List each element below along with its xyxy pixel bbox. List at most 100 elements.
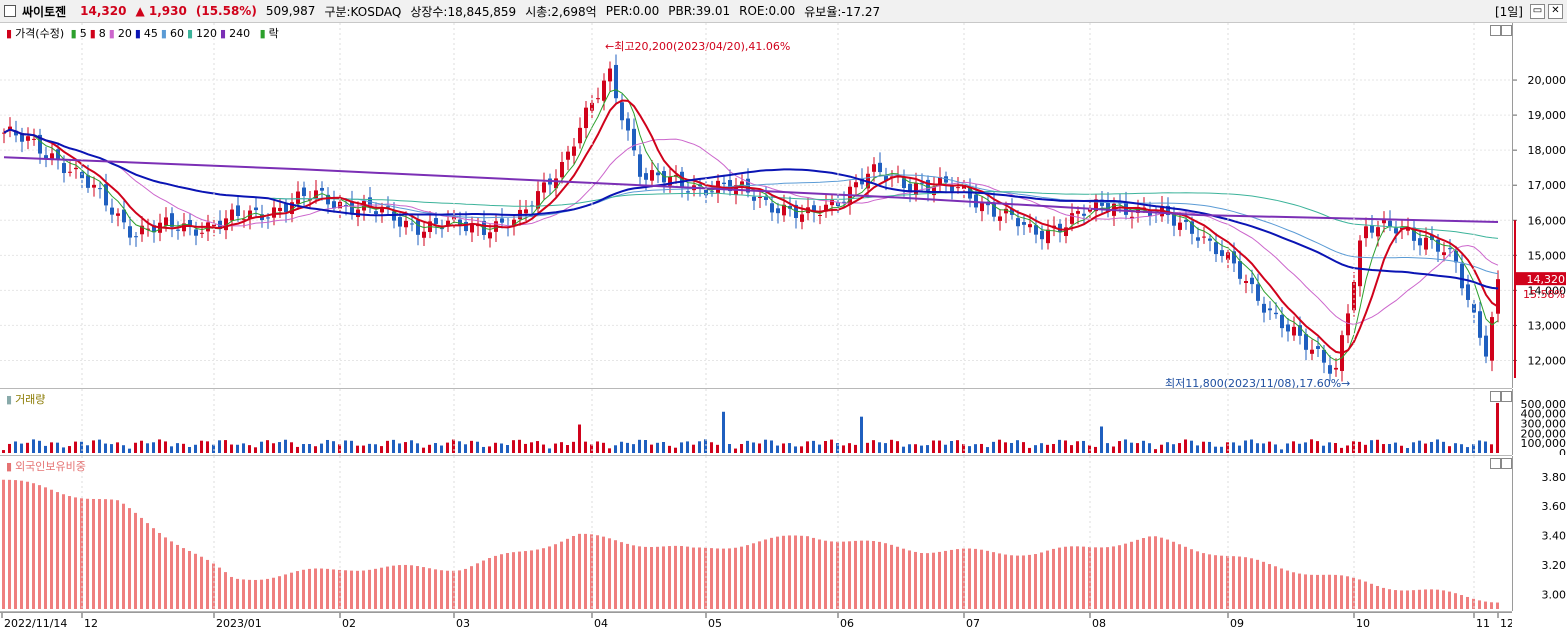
foreign-bar	[1028, 554, 1031, 609]
candle-body	[1322, 349, 1326, 363]
candle-body	[272, 207, 276, 218]
foreign-bar	[752, 543, 755, 609]
volume-bar	[1268, 441, 1271, 453]
candle-body	[536, 191, 540, 209]
volume-bar	[1478, 440, 1481, 453]
foreign-bar	[1274, 566, 1277, 609]
volume-bar	[770, 440, 773, 453]
foreign-bar	[278, 576, 281, 609]
panel-restore-icon[interactable]	[1490, 25, 1501, 36]
volume-close-icon[interactable]	[1501, 391, 1512, 402]
volume-bar	[140, 440, 143, 453]
foreign-bar	[1196, 551, 1199, 609]
candle-body	[26, 136, 30, 141]
select-checkbox[interactable]	[4, 5, 16, 17]
candle-body	[326, 194, 330, 205]
volume-bar	[1382, 444, 1385, 453]
foreign-bar	[1052, 548, 1055, 609]
volume-legend: ▮ 거래량	[6, 393, 46, 406]
candle-body	[1064, 227, 1068, 236]
volume-bar	[272, 443, 275, 453]
volume-bar	[524, 443, 527, 453]
volume-bar	[206, 441, 209, 453]
volume-bar	[170, 446, 173, 453]
last-price-label: 14,320	[1527, 273, 1566, 286]
volume-bar	[440, 445, 443, 453]
volume-bar	[1160, 444, 1163, 453]
candle-body	[50, 153, 54, 161]
period-selector[interactable]: [1일]	[1494, 5, 1523, 19]
volume-restore-icon[interactable]	[1490, 391, 1501, 402]
volume-bar	[236, 444, 239, 453]
candle-body	[290, 202, 294, 214]
minimize-icon[interactable]: ▭	[1530, 4, 1545, 19]
ma45-line	[3, 128, 1499, 290]
foreign-bar	[1232, 556, 1235, 609]
foreign-bar	[860, 540, 863, 609]
volume-bar	[1274, 444, 1277, 453]
volume-bar	[806, 441, 809, 453]
volume-bar	[878, 442, 881, 453]
date-label: 11	[1476, 617, 1490, 630]
volume-bar	[1034, 445, 1037, 453]
foreign-bar	[1316, 574, 1319, 609]
foreign-close-icon[interactable]	[1501, 458, 1512, 469]
volume-bar	[704, 439, 707, 453]
candle-body	[1496, 279, 1500, 314]
volume-bar	[362, 445, 365, 453]
price-chart-svg[interactable]: ←최고20,200(2023/04/20),41.06% 최저11,800(202…	[0, 23, 1512, 388]
foreign-bar	[656, 546, 659, 609]
volume-bar	[716, 444, 719, 453]
candle-body	[914, 182, 918, 195]
volume-bar	[1442, 441, 1445, 453]
date-label: 2022/11/14	[4, 617, 67, 630]
volume-bar	[176, 443, 179, 453]
foreign-bar	[524, 551, 527, 609]
foreign-bar	[416, 566, 419, 609]
foreign-bar	[578, 533, 581, 609]
close-icon[interactable]: ✕	[1548, 4, 1563, 19]
foreign-bar	[818, 539, 821, 609]
foreign-chart-svg[interactable]	[0, 456, 1512, 611]
foreign-bar	[1280, 568, 1283, 609]
candle-body	[266, 217, 270, 219]
foreign-bar	[1244, 557, 1247, 609]
foreign-bar	[896, 546, 899, 609]
candle-body	[650, 170, 654, 181]
volume-bar	[1280, 449, 1283, 453]
date-label: 08	[1092, 617, 1106, 630]
foreign-bar	[206, 559, 209, 609]
foreign-bar	[1076, 546, 1079, 609]
candle-body	[512, 219, 516, 226]
volume-bar	[290, 442, 293, 453]
price-tick-label: 12,000	[1528, 354, 1567, 367]
volume-bar	[812, 440, 815, 453]
volume-bar	[344, 440, 347, 453]
foreign-restore-icon[interactable]	[1490, 458, 1501, 469]
foreign-bar	[1148, 536, 1151, 609]
reserve-ratio: 유보율:-17.27	[804, 4, 881, 19]
foreign-bar	[548, 546, 551, 609]
volume-bar	[1184, 439, 1187, 453]
volume-chart-svg[interactable]	[0, 389, 1512, 455]
foreign-bar	[1412, 590, 1415, 609]
foreign-bar	[1058, 547, 1061, 609]
foreign-bar	[152, 528, 155, 609]
foreign-bar	[740, 546, 743, 609]
candle-body	[278, 207, 282, 212]
foreign-bar	[572, 535, 575, 609]
candle-body	[620, 102, 624, 121]
candle-body	[1136, 207, 1140, 213]
candle-body	[1016, 218, 1020, 227]
foreign-bar	[1400, 590, 1403, 609]
volume-bar	[302, 444, 305, 453]
panel-close-icon[interactable]	[1501, 25, 1512, 36]
foreign-bar	[410, 565, 413, 609]
foreign-bar	[1292, 572, 1295, 609]
volume-bar	[320, 443, 323, 453]
foreign-bar	[20, 480, 23, 609]
price-tick-label: 16,000	[1528, 214, 1567, 227]
candle-body	[1292, 326, 1296, 336]
volume-bar	[1340, 447, 1343, 453]
